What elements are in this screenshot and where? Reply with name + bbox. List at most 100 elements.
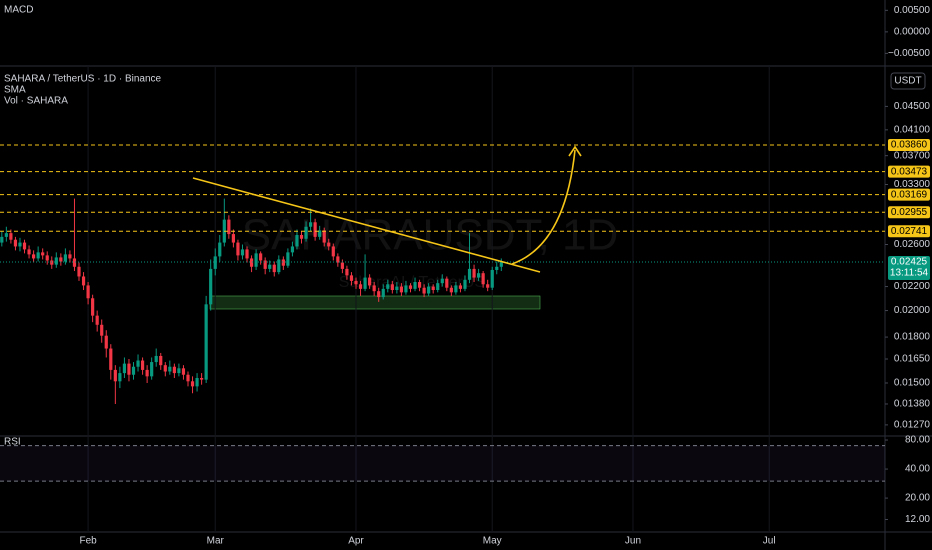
candle-body — [313, 222, 317, 237]
countdown: 13:11:54 — [890, 268, 929, 279]
candle-body — [263, 260, 267, 269]
candle-body — [372, 285, 376, 292]
candle-body — [168, 366, 172, 372]
candle-body — [431, 286, 435, 291]
candle-body — [195, 377, 199, 387]
y-tick-label: 0.01380 — [894, 399, 931, 410]
candle-body — [331, 246, 335, 257]
y-tick-label: 0.00000 — [894, 27, 931, 38]
y-tick-label: 0.00500 — [894, 5, 931, 16]
candle-body — [22, 242, 27, 250]
candle-body — [490, 269, 494, 288]
candle-body — [436, 283, 440, 291]
y-tick-label: 0.01500 — [894, 378, 931, 389]
x-tick-label: May — [483, 536, 502, 547]
candle-body — [13, 239, 18, 247]
candle-body — [249, 258, 254, 267]
candle-body — [41, 252, 45, 256]
candle-body — [399, 286, 404, 293]
y-tick-label: −0.00500 — [888, 48, 930, 59]
y-tick-label: 80.00 — [905, 435, 930, 446]
candle-body — [127, 363, 131, 375]
y-tick-label: 0.03300 — [894, 179, 931, 190]
candle-body — [209, 268, 213, 305]
symbol-title: SAHARA / TetherUS · 1D · Binance — [4, 74, 162, 85]
x-tick-label: Jun — [625, 536, 641, 547]
candle-body — [145, 369, 149, 377]
candle-body — [131, 366, 136, 375]
candle-body — [154, 355, 158, 363]
x-tick-label: Feb — [79, 536, 97, 547]
level-label-box — [888, 225, 930, 238]
candle-body — [272, 264, 276, 273]
candle-body — [59, 257, 63, 262]
candle-body — [281, 259, 285, 266]
candle-body — [481, 273, 485, 285]
candle-body — [318, 230, 322, 237]
candle-body — [159, 355, 163, 366]
candle-body — [254, 253, 258, 267]
candle-body — [36, 252, 40, 259]
currency-label: USDT — [894, 76, 921, 87]
y-tick-label: 40.00 — [905, 464, 930, 475]
candle-body — [268, 264, 272, 269]
candle-body — [354, 280, 358, 285]
candle-body — [68, 254, 72, 259]
level-label: 0.03860 — [891, 140, 928, 151]
arrow-head — [568, 145, 582, 157]
candle-body — [349, 275, 354, 281]
candle-body — [327, 242, 331, 247]
level-label-box — [888, 139, 930, 152]
candle-body — [109, 348, 113, 370]
candle-body — [290, 246, 295, 253]
candle-body — [9, 233, 13, 240]
rsi-title: RSI — [4, 437, 21, 448]
y-tick-label: 0.02000 — [894, 305, 931, 316]
last-price-label: 0.02425 — [891, 257, 928, 268]
currency-box[interactable] — [890, 72, 926, 90]
level-label: 0.02955 — [891, 207, 928, 218]
candle-body — [449, 287, 453, 293]
candle-body — [181, 368, 186, 375]
x-tick-label: Apr — [348, 536, 364, 547]
candle-body — [259, 253, 263, 261]
candle-body — [32, 254, 36, 259]
y-tick-label: 0.01650 — [894, 354, 931, 365]
candle-body — [472, 268, 476, 278]
candle-body — [345, 268, 349, 276]
candle-body — [150, 362, 154, 377]
candle-body — [227, 219, 231, 235]
candle-body — [240, 249, 245, 256]
y-tick-label: 20.00 — [905, 493, 930, 504]
candle-body — [322, 230, 326, 243]
trend-line — [192, 177, 541, 273]
rsi-band — [0, 445, 885, 482]
candle-body — [495, 266, 499, 270]
candle-body — [45, 255, 49, 261]
candle-body — [358, 284, 363, 289]
candle-body — [336, 256, 340, 263]
candle-body — [236, 242, 240, 256]
plot — [0, 9, 888, 532]
y-tick-label: 0.03700 — [894, 150, 931, 161]
candle-body — [100, 324, 104, 336]
candle-body — [95, 315, 99, 325]
candle-body — [200, 377, 204, 380]
candle-body — [486, 284, 490, 288]
indicator-label: SMA — [4, 85, 26, 96]
candle-body — [404, 285, 408, 293]
candle-body — [204, 304, 208, 380]
candle-body — [81, 276, 86, 286]
candle-body — [458, 285, 463, 289]
x-tick-label: Mar — [207, 536, 225, 547]
candle-body — [381, 288, 385, 298]
level-label: 0.02741 — [891, 226, 928, 237]
y-tick-label: 0.04100 — [894, 124, 931, 135]
candle-body — [440, 278, 444, 284]
candle-body — [386, 284, 390, 289]
candle-body — [172, 366, 176, 374]
candle-body — [427, 286, 431, 294]
candle-body — [463, 279, 467, 289]
candle-body — [190, 381, 195, 387]
